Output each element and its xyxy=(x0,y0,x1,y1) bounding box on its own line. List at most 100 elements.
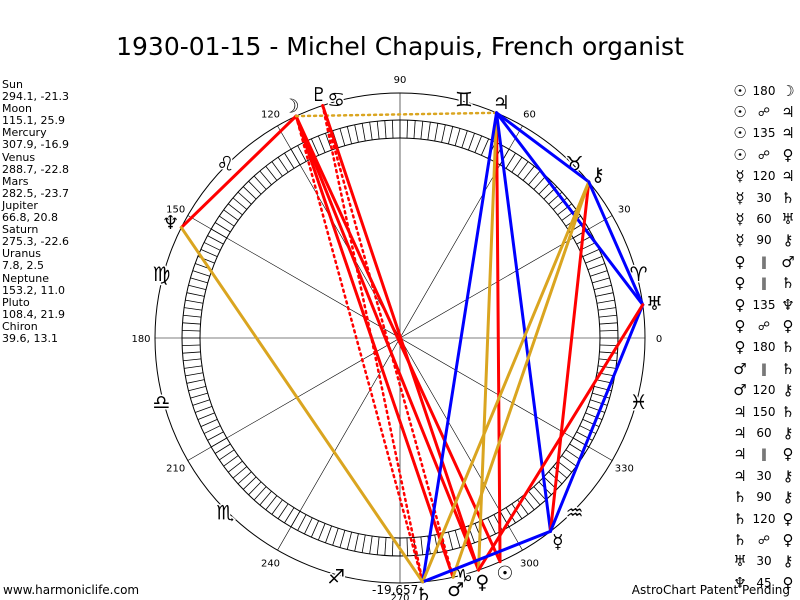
planet-name-uranus: Uranus xyxy=(2,247,41,261)
zodiac-sign-icon: ♏ xyxy=(216,501,234,525)
planet-pluto-icon: ♇ xyxy=(310,84,327,106)
aspect-planet-a-icon: ♀ xyxy=(734,316,746,335)
degree-tick xyxy=(597,307,616,311)
degree-tick xyxy=(219,215,235,227)
zodiac-sign-icon: ♉ xyxy=(566,151,584,175)
zodiac-sign-icon: ♌ xyxy=(216,151,234,175)
planet-coords-sun: 294.1, -21.3 xyxy=(2,90,69,104)
degree-tick xyxy=(183,358,202,362)
degree-tick xyxy=(590,399,608,406)
degree-label: 300 xyxy=(520,558,539,569)
degree-label: 180 xyxy=(131,334,150,345)
degree-tick xyxy=(265,165,278,181)
degree-label: 60 xyxy=(523,110,536,121)
aspect-type: 120 xyxy=(752,511,776,526)
degree-tick xyxy=(561,455,577,467)
aspect-type: 90 xyxy=(756,233,772,248)
degree-tick xyxy=(598,314,617,318)
planet-name-mars: Mars xyxy=(2,174,29,188)
degree-tick xyxy=(271,161,283,177)
degree-label: 90 xyxy=(394,75,407,86)
aspect-type: 60 xyxy=(756,212,772,227)
zodiac-sign-icon: ♓ xyxy=(630,390,648,414)
aspect-line xyxy=(321,104,455,579)
degree-tick xyxy=(310,520,320,538)
degree-tick xyxy=(474,135,483,153)
degree-tick xyxy=(384,120,387,139)
planet-coords-moon: 115.1, 25.9 xyxy=(2,114,65,128)
degree-tick xyxy=(505,152,516,169)
aspect-row: ♂ 120 ⚷ xyxy=(728,379,800,400)
degree-tick xyxy=(533,486,547,501)
degree-tick xyxy=(223,455,239,467)
aspect-planet-a-icon: ♀ xyxy=(734,295,746,314)
aspect-planet-a-icon: ♃ xyxy=(733,466,747,485)
aspect-type: ‖ xyxy=(761,276,767,291)
planet-coords-mars: 282.5, -23.7 xyxy=(2,186,69,200)
degree-tick xyxy=(259,490,272,506)
degree-tick xyxy=(420,536,424,555)
degree-label: 150 xyxy=(166,205,185,216)
degree-tick xyxy=(557,203,573,216)
aspect-type: 180 xyxy=(752,83,776,98)
degree-tick xyxy=(487,517,496,535)
degree-tick xyxy=(354,533,359,552)
degree-tick xyxy=(297,514,307,531)
aspect-line xyxy=(495,111,552,533)
degree-tick xyxy=(182,322,201,325)
aspect-type: 45 xyxy=(756,575,772,590)
planet-name-neptune: Neptune xyxy=(2,271,50,285)
degree-tick xyxy=(188,284,207,291)
degree-label: 270 xyxy=(390,593,409,600)
aspect-planet-a-icon: ☿ xyxy=(735,167,745,186)
aspect-planet-b-icon: ☽ xyxy=(781,81,795,100)
degree-tick xyxy=(253,486,267,501)
aspect-planet-a-icon: ♀ xyxy=(734,274,746,293)
degree-tick xyxy=(227,460,243,473)
degree-tick xyxy=(200,418,218,428)
degree-tick xyxy=(582,248,600,258)
aspect-planet-a-icon: ♅ xyxy=(733,552,747,571)
aspect-line xyxy=(495,111,645,307)
planet-jupiter-icon: ♃ xyxy=(493,92,510,114)
degree-tick xyxy=(182,329,201,332)
degree-tick xyxy=(533,175,547,190)
planet-name-mercury: Mercury xyxy=(2,126,47,140)
planet-coords-saturn: 275.3, -22.6 xyxy=(2,235,69,249)
aspect-type: 120 xyxy=(752,169,776,184)
planet-name-sun: Sun xyxy=(2,78,23,91)
planet-coords-venus: 288.7, -22.8 xyxy=(2,162,69,176)
aspect-line xyxy=(421,111,499,584)
degree-tick xyxy=(203,425,221,434)
planet-venus-icon: ♀ xyxy=(475,571,489,593)
degree-tick xyxy=(182,351,201,354)
degree-tick xyxy=(227,203,243,216)
aspect-planet-a-icon: ♃ xyxy=(733,445,747,464)
aspect-type: 60 xyxy=(756,425,772,440)
zodiac-sign-icon: ♑ xyxy=(455,565,473,589)
degree-tick xyxy=(339,128,346,146)
degree-tick xyxy=(248,180,262,195)
aspect-row: ♄ 90 ⚷ xyxy=(728,486,800,507)
website-link[interactable]: www.harmoniclife.com xyxy=(3,583,140,597)
aspect-line xyxy=(477,303,645,572)
degree-tick xyxy=(361,123,366,142)
degree-tick xyxy=(297,145,307,162)
planet-moon-icon: ☽ xyxy=(282,95,299,117)
chart-title: 1930-01-15 - Michel Chapuis, French orga… xyxy=(116,32,684,61)
degree-tick xyxy=(284,507,295,524)
degree-tick xyxy=(557,460,573,473)
planet-chiron-icon: ⚷ xyxy=(591,164,605,186)
degree-tick xyxy=(576,431,593,441)
degree-tick xyxy=(317,523,326,541)
degree-tick xyxy=(190,392,208,399)
degree-tick xyxy=(384,537,387,556)
degree-tick xyxy=(219,449,235,461)
degree-tick xyxy=(552,197,568,210)
aspect-row: ♀ 180 ♄ xyxy=(728,337,800,358)
aspect-row: ♃ 60 ⚷ xyxy=(728,422,800,443)
planet-name-pluto: Pluto xyxy=(2,295,30,309)
aspect-planet-b-icon: ⚷ xyxy=(782,381,794,400)
aspect-row: ♂ ‖ ♄ xyxy=(728,358,800,379)
degree-tick xyxy=(420,121,424,140)
